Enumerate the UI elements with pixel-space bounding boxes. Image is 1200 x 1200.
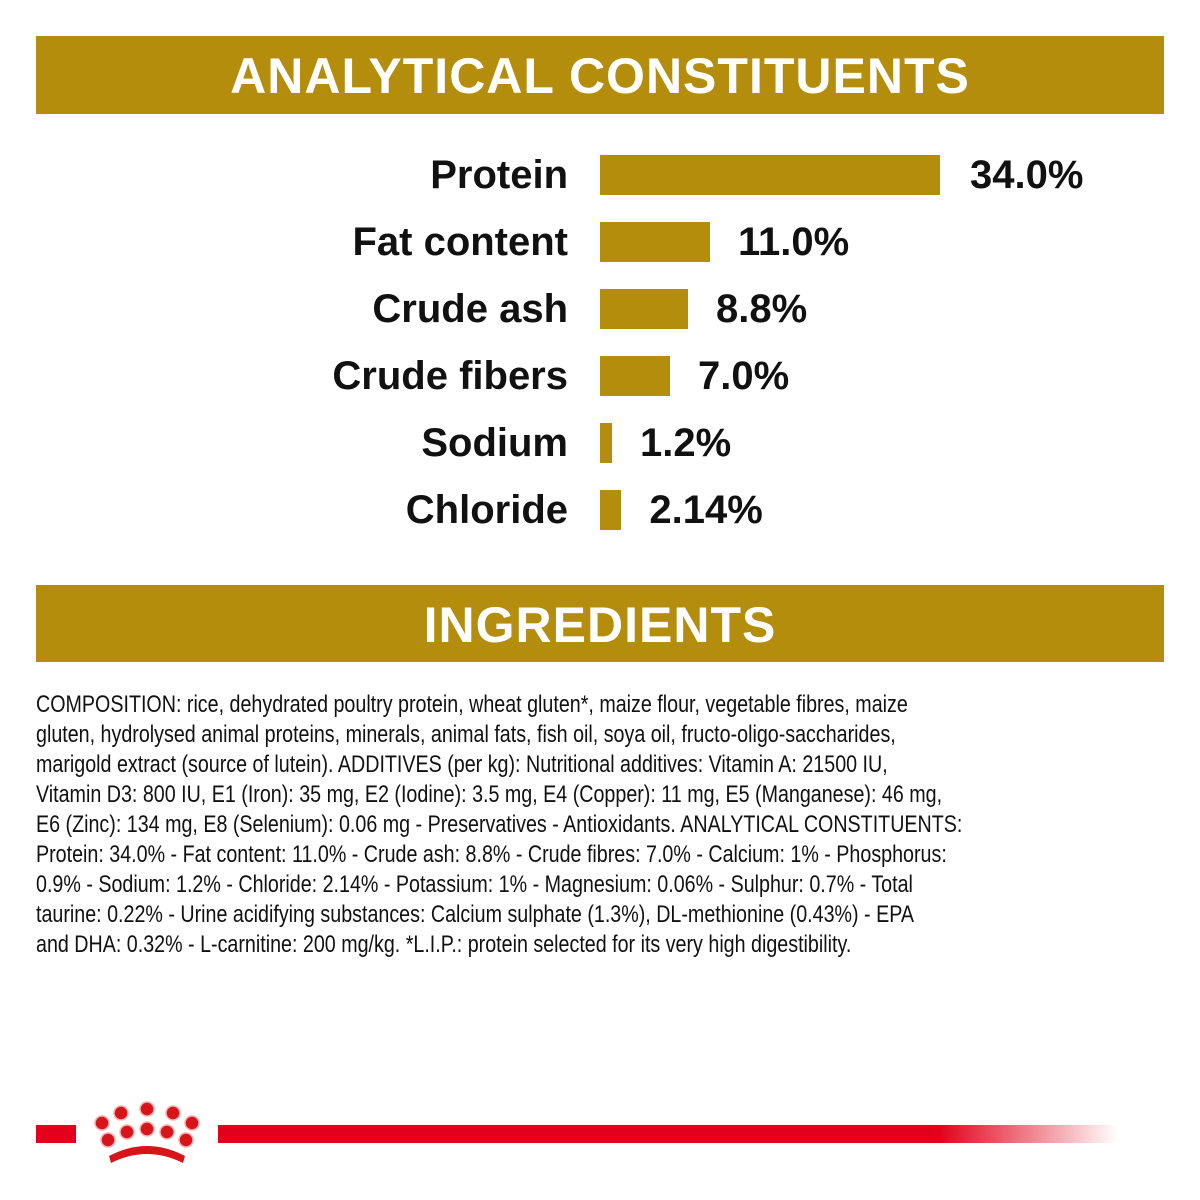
- bar-crude-ash: [600, 289, 688, 329]
- value-label: 1.2%: [640, 421, 732, 465]
- bar-sodium: [600, 423, 612, 463]
- value-label: 34.0%: [970, 153, 1084, 197]
- category-label: Sodium: [421, 421, 568, 465]
- category-label: Chloride: [405, 488, 568, 532]
- bar-crude-fibers: [600, 356, 670, 396]
- value-label: 7.0%: [698, 354, 790, 398]
- ingredients-line: taurine: 0.22% - Urine acidifying substa…: [36, 901, 914, 928]
- ingredients-line: and DHA: 0.32% - L-carnitine: 200 mg/kg.…: [36, 931, 852, 958]
- brand-line-left: [36, 1125, 76, 1143]
- ingredients-text: COMPOSITION: rice, dehydrated poultry pr…: [36, 690, 1200, 960]
- category-label: Crude ash: [372, 287, 568, 331]
- value-label: 11.0%: [738, 220, 850, 264]
- category-label: Fat content: [352, 220, 568, 264]
- ingredients-line: marigold extract (source of lutein). ADD…: [36, 751, 888, 778]
- analytical-constituents-banner: ANALYTICAL CONSTITUENTS: [36, 36, 1164, 114]
- bar-protein: [600, 155, 940, 195]
- value-label: 2.14%: [649, 488, 763, 532]
- category-label: Crude fibers: [332, 354, 568, 398]
- bar-chloride: [600, 490, 622, 530]
- bar-fat-content: [600, 222, 710, 262]
- ingredients-banner: INGREDIENTS: [36, 585, 1164, 662]
- ingredients-line: COMPOSITION: rice, dehydrated poultry pr…: [36, 691, 908, 718]
- value-label: 8.8%: [716, 287, 808, 331]
- crown-logo-icon: [94, 1101, 200, 1163]
- ingredients-line: 0.9% - Sodium: 1.2% - Chloride: 2.14% - …: [36, 871, 913, 898]
- category-label: Protein: [430, 153, 568, 197]
- ingredients-line: Vitamin D3: 800 IU, E1 (Iron): 35 mg, E2…: [36, 781, 943, 808]
- ingredients-line: Protein: 34.0% - Fat content: 11.0% - Cr…: [36, 841, 947, 868]
- ingredients-line: gluten, hydrolysed animal proteins, mine…: [36, 721, 896, 748]
- constituents-chart: Protein 34.0% Fat content 11.0% Crude ash 8.8…: [0, 140, 1200, 540]
- brand-line-right: [218, 1125, 1118, 1143]
- ingredients-line: E6 (Zinc): 134 mg, E8 (Selenium): 0.06 m…: [36, 811, 963, 838]
